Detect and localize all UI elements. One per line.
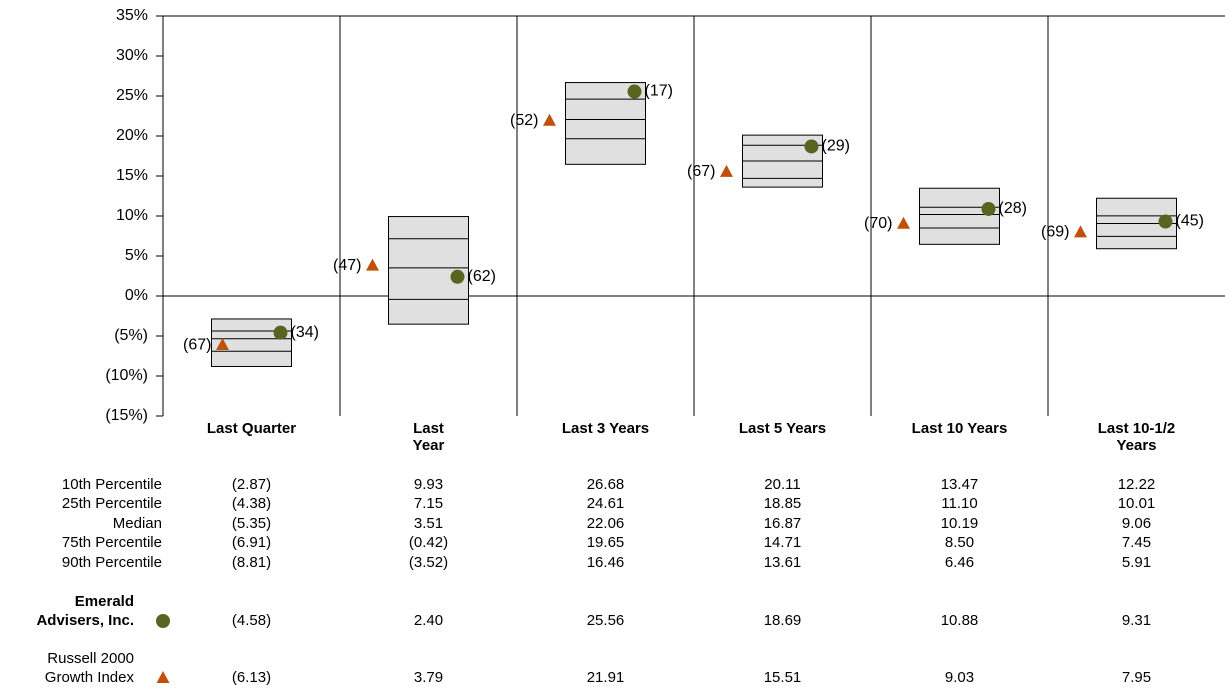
table-value: 2.40	[414, 612, 443, 629]
category-label: Last Year	[413, 420, 445, 454]
row-label: 10th Percentile	[62, 476, 162, 493]
category-label: Last 10-1/2 Years	[1098, 420, 1176, 454]
y-tick-label: (5%)	[114, 327, 148, 344]
category-label: Last 10 Years	[912, 420, 1008, 437]
rank-label: (34)	[291, 324, 319, 341]
rank-label: (62)	[468, 268, 496, 285]
circle-marker	[804, 139, 819, 154]
category-label: Last 3 Years	[562, 420, 649, 437]
y-tick-label: 15%	[116, 167, 148, 184]
table-value: 19.65	[587, 534, 625, 551]
table-value: 16.46	[587, 554, 625, 571]
table-value: 18.69	[764, 612, 802, 629]
table-value: 18.85	[764, 495, 802, 512]
table-value: 24.61	[587, 495, 625, 512]
rank-label: (17)	[645, 83, 673, 100]
table-value: 25.56	[587, 612, 625, 629]
table-value: (8.81)	[232, 554, 271, 571]
table-value: 7.15	[414, 495, 443, 512]
rank-label: (67)	[687, 163, 715, 180]
table-value: 14.71	[764, 534, 802, 551]
rank-label: (69)	[1041, 224, 1069, 241]
table-value: 7.95	[1122, 669, 1151, 686]
table-value: 7.45	[1122, 534, 1151, 551]
table-value: (6.13)	[232, 669, 271, 686]
rank-label: (47)	[333, 257, 361, 274]
table-value: (0.42)	[409, 534, 448, 551]
y-tick-label: (15%)	[105, 407, 148, 424]
triangle-marker	[366, 258, 379, 271]
table-value: (6.91)	[232, 534, 271, 551]
triangle-marker	[720, 164, 733, 177]
table-value: 10.19	[941, 515, 979, 532]
table-value: (5.35)	[232, 515, 271, 532]
table-value: 9.03	[945, 669, 974, 686]
circle-marker	[1158, 214, 1173, 229]
y-tick-label: (10%)	[105, 367, 148, 384]
table-value: 16.87	[764, 515, 802, 532]
triangle-marker	[897, 216, 910, 229]
table-value: 10.88	[941, 612, 979, 629]
rank-label: (45)	[1176, 213, 1204, 230]
circle-marker	[450, 269, 465, 284]
triangle-marker	[1074, 225, 1087, 238]
table-value: 12.22	[1118, 476, 1156, 493]
circle-marker	[981, 201, 996, 216]
row-label: Median	[113, 515, 162, 532]
table-value: (3.52)	[409, 554, 448, 571]
y-tick-label: 10%	[116, 207, 148, 224]
row-label: 90th Percentile	[62, 554, 162, 571]
triangle-marker	[216, 338, 229, 351]
legend-marker	[156, 671, 170, 683]
rank-label: (70)	[864, 215, 892, 232]
table-value: 8.50	[945, 534, 974, 551]
table-value: 15.51	[764, 669, 802, 686]
table-value: 13.61	[764, 554, 802, 571]
table-value: 3.79	[414, 669, 443, 686]
y-tick-label: 20%	[116, 127, 148, 144]
table-value: 3.51	[414, 515, 443, 532]
table-value: 10.01	[1118, 495, 1156, 512]
table-value: 21.91	[587, 669, 625, 686]
percentile-box	[919, 187, 1000, 245]
table-value: 6.46	[945, 554, 974, 571]
row-label: 25th Percentile	[62, 495, 162, 512]
table-value: 22.06	[587, 515, 625, 532]
table-value: (4.38)	[232, 495, 271, 512]
table-value: 9.93	[414, 476, 443, 493]
table-value: (4.58)	[232, 612, 271, 629]
table-value: 13.47	[941, 476, 979, 493]
table-value: 26.68	[587, 476, 625, 493]
triangle-marker	[543, 113, 556, 126]
y-tick-label: 5%	[125, 247, 148, 264]
y-tick-label: 30%	[116, 47, 148, 64]
rank-label: (29)	[822, 138, 850, 155]
rank-label: (67)	[183, 336, 211, 353]
category-label: Last Quarter	[207, 420, 296, 437]
legend-marker	[156, 614, 170, 628]
table-value: 11.10	[941, 495, 977, 512]
table-value: 5.91	[1122, 554, 1151, 571]
circle-marker	[273, 325, 288, 340]
rank-label: (52)	[510, 112, 538, 129]
rank-label: (28)	[999, 200, 1027, 217]
y-tick-label: 0%	[125, 287, 148, 304]
category-label: Last 5 Years	[739, 420, 826, 437]
table-value: (2.87)	[232, 476, 271, 493]
table-value: 9.06	[1122, 515, 1151, 532]
y-tick-label: 25%	[116, 87, 148, 104]
circle-marker	[627, 84, 642, 99]
legend-label: Russell 2000 Growth Index	[45, 650, 135, 686]
y-tick-label: 35%	[116, 7, 148, 24]
table-value: 20.11	[764, 476, 800, 493]
table-value: 9.31	[1122, 612, 1151, 629]
legend-label: Emerald Advisers, Inc.	[36, 593, 134, 629]
row-label: 75th Percentile	[62, 534, 162, 551]
